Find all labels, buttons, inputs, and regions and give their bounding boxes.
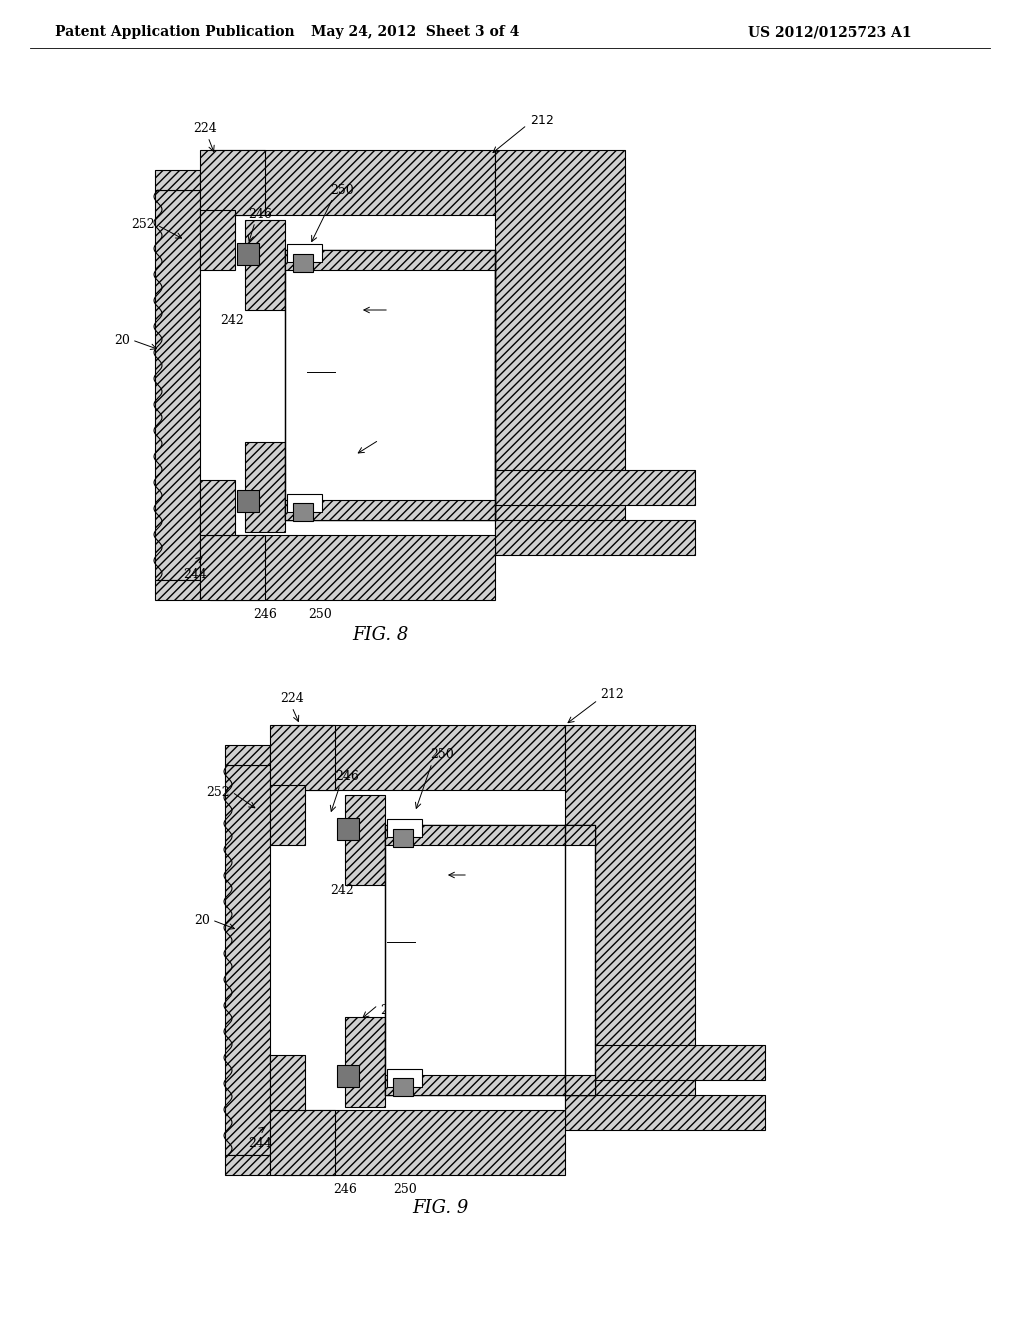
- Text: 290: 290: [380, 1003, 403, 1016]
- Bar: [237, 243, 259, 265]
- Text: FIG. 8: FIG. 8: [352, 626, 409, 644]
- Bar: [287, 494, 322, 512]
- Bar: [287, 244, 322, 261]
- Text: 244: 244: [183, 568, 207, 581]
- Bar: [225, 1155, 270, 1175]
- Text: 304: 304: [308, 359, 332, 371]
- Text: 246: 246: [335, 771, 358, 784]
- Bar: [565, 1045, 765, 1080]
- Bar: [280, 1110, 565, 1175]
- Bar: [385, 825, 595, 845]
- Bar: [285, 500, 495, 520]
- Text: 244: 244: [248, 1137, 272, 1150]
- Text: 242: 242: [330, 883, 353, 896]
- Bar: [393, 1078, 413, 1096]
- Bar: [270, 785, 305, 845]
- Bar: [280, 725, 565, 789]
- Bar: [200, 210, 234, 271]
- Text: 242: 242: [220, 314, 244, 326]
- Bar: [495, 150, 625, 535]
- Text: US 2012/0125723 A1: US 2012/0125723 A1: [749, 25, 911, 40]
- Text: $290$: $290$: [390, 304, 415, 317]
- Text: Patent Application Publication: Patent Application Publication: [55, 25, 295, 40]
- Bar: [200, 535, 265, 601]
- Bar: [245, 442, 285, 532]
- Text: 250: 250: [330, 183, 353, 197]
- Bar: [155, 579, 200, 601]
- Bar: [225, 766, 270, 1155]
- Bar: [293, 253, 313, 272]
- Text: 252: 252: [131, 219, 155, 231]
- Bar: [387, 818, 422, 837]
- Text: 250: 250: [308, 609, 332, 620]
- Text: 212: 212: [600, 689, 624, 701]
- Bar: [245, 220, 285, 310]
- Text: 246: 246: [248, 209, 272, 222]
- Text: 304: 304: [388, 928, 412, 941]
- Text: 20: 20: [195, 913, 210, 927]
- Bar: [210, 535, 495, 601]
- Text: 250: 250: [430, 748, 454, 762]
- Bar: [385, 1074, 595, 1096]
- Text: 20: 20: [114, 334, 130, 346]
- Bar: [200, 150, 265, 215]
- Text: 252: 252: [207, 785, 230, 799]
- Bar: [237, 490, 259, 512]
- Bar: [495, 470, 695, 506]
- Bar: [565, 1096, 765, 1130]
- Bar: [270, 725, 335, 789]
- Bar: [225, 744, 270, 766]
- Text: 246: 246: [333, 1183, 357, 1196]
- Bar: [337, 1065, 359, 1086]
- Bar: [210, 150, 495, 215]
- Bar: [495, 520, 695, 554]
- Text: 246: 246: [253, 609, 276, 620]
- Bar: [337, 818, 359, 840]
- Bar: [200, 480, 234, 535]
- Bar: [285, 249, 495, 520]
- Text: 290: 290: [380, 433, 403, 446]
- Bar: [285, 249, 495, 271]
- Bar: [385, 825, 595, 1096]
- Text: 224: 224: [280, 692, 304, 705]
- Text: 290: 290: [470, 869, 494, 882]
- Bar: [155, 190, 200, 579]
- Bar: [393, 829, 413, 847]
- Bar: [270, 1110, 335, 1175]
- Bar: [387, 1069, 422, 1086]
- Bar: [270, 1055, 305, 1110]
- Bar: [345, 1016, 385, 1107]
- Bar: [565, 725, 695, 1110]
- Bar: [293, 503, 313, 521]
- Bar: [155, 170, 200, 190]
- Text: 224: 224: [193, 121, 217, 135]
- Text: 250: 250: [393, 1183, 417, 1196]
- Bar: [345, 795, 385, 884]
- Text: May 24, 2012  Sheet 3 of 4: May 24, 2012 Sheet 3 of 4: [311, 25, 519, 40]
- Text: $212$: $212$: [530, 114, 555, 127]
- Text: FIG. 9: FIG. 9: [412, 1199, 468, 1217]
